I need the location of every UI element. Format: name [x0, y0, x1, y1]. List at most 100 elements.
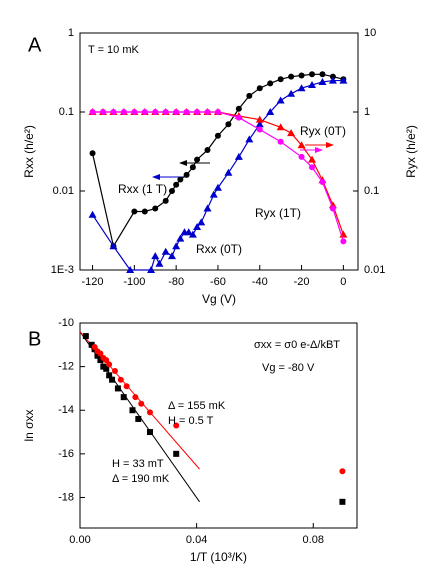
point: [117, 376, 124, 383]
point: [213, 183, 222, 191]
point: [246, 92, 253, 99]
point: [155, 259, 164, 267]
x-tick-label: -20: [294, 276, 310, 288]
point: [123, 383, 130, 390]
point: [146, 429, 153, 436]
point: [329, 205, 336, 212]
annotation: σxx = σ0 e-Δ/kBT: [254, 339, 340, 351]
point: [141, 208, 148, 215]
point: [224, 168, 233, 176]
point: [97, 357, 104, 364]
point: [126, 266, 135, 273]
plot-frame: [79, 32, 359, 271]
point: [135, 415, 142, 422]
point: [308, 155, 317, 163]
point: [319, 178, 326, 185]
point: [183, 171, 190, 178]
point: [120, 109, 127, 115]
series-label: Rxx (0T): [196, 242, 242, 256]
point: [173, 422, 180, 429]
point: [146, 409, 153, 416]
point: [319, 71, 326, 78]
panel-label: B: [28, 328, 41, 350]
point: [225, 121, 232, 128]
point: [287, 89, 296, 97]
point: [309, 71, 316, 78]
point: [103, 357, 110, 364]
point: [203, 204, 212, 212]
point: [193, 223, 202, 231]
point: [97, 350, 104, 357]
point: [214, 132, 221, 139]
series-label: Ryx (1T): [255, 206, 301, 220]
point: [141, 109, 148, 115]
x-tick-label: -80: [168, 276, 184, 288]
point: [129, 407, 136, 414]
x-tick-label: 0.04: [186, 534, 207, 546]
y-tick-label: -14: [58, 404, 74, 416]
x-tick-label: -40: [252, 276, 268, 288]
point: [189, 164, 196, 171]
point: [167, 252, 176, 260]
annotation: H = 0.5 T: [168, 415, 214, 427]
point: [255, 115, 264, 123]
point: [147, 266, 156, 273]
annotation: T = 10 mK: [88, 44, 140, 56]
y-tick-label: 0.1: [59, 106, 74, 118]
point: [131, 208, 138, 215]
annotation: Vg = -80 V: [262, 362, 315, 374]
y-tick-label: -18: [58, 491, 74, 503]
point: [110, 109, 117, 115]
point: [308, 80, 317, 88]
series-label: Ryx (0T): [300, 124, 346, 138]
point: [172, 242, 181, 250]
point: [168, 188, 175, 194]
y-tick-label: 1: [68, 27, 74, 39]
point: [256, 126, 263, 133]
point: [235, 114, 242, 121]
point: [277, 76, 284, 83]
x-tick-label: -60: [210, 276, 226, 288]
y2-tick-label: 10: [364, 27, 376, 39]
y2-tick-label: 0.1: [364, 185, 379, 197]
y-tick-label: 0.01: [53, 185, 74, 197]
point: [94, 352, 101, 359]
point: [204, 109, 211, 115]
point: [204, 147, 211, 154]
point: [255, 120, 264, 128]
point: [88, 210, 97, 218]
point: [197, 218, 206, 226]
point: [111, 367, 118, 374]
point: [82, 333, 89, 340]
x-tick-label: -100: [123, 276, 145, 288]
x-axis-label: Vg (V): [202, 292, 236, 306]
point: [276, 96, 285, 104]
point: [194, 109, 201, 115]
point: [318, 77, 327, 85]
x-axis-label: 1/T (10³/K): [190, 550, 247, 564]
y-tick-label: -12: [58, 361, 74, 373]
point: [340, 238, 347, 245]
y2-axis-label: Ryx (h/e²): [404, 125, 418, 178]
x-tick-label: 0: [340, 276, 346, 288]
y2-tick-label: 1: [364, 106, 370, 118]
point: [297, 84, 306, 92]
point: [138, 400, 145, 407]
point: [152, 205, 159, 212]
point: [99, 109, 106, 115]
point: [287, 129, 296, 137]
series-label: Rxx (1 T): [118, 182, 167, 196]
point: [88, 341, 95, 348]
point: [298, 72, 305, 79]
point: [309, 164, 316, 171]
point: [151, 252, 160, 260]
x-tick-label: 0.08: [303, 534, 324, 546]
point: [106, 372, 113, 379]
y-axis-label: Rxx (h/e²): [22, 125, 36, 178]
point: [245, 135, 254, 143]
point: [103, 365, 110, 372]
point: [89, 150, 96, 157]
point: [234, 152, 243, 160]
y2-tick-label: 0.01: [364, 264, 385, 276]
